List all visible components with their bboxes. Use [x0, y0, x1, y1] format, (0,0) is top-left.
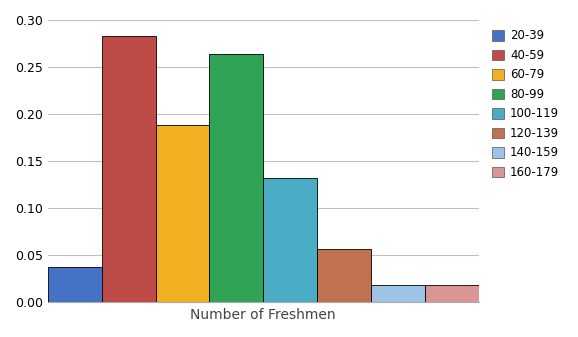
Bar: [48, 267, 102, 302]
Bar: [317, 249, 371, 302]
Bar: [263, 178, 317, 302]
Bar: [155, 124, 209, 302]
Bar: [425, 284, 479, 302]
Bar: [102, 36, 155, 302]
Legend: 20-39, 40-59, 60-79, 80-99, 100-119, 120-139, 140-159, 160-179: 20-39, 40-59, 60-79, 80-99, 100-119, 120…: [489, 26, 563, 182]
Bar: [371, 284, 425, 302]
Bar: [209, 54, 263, 302]
X-axis label: Number of Freshmen: Number of Freshmen: [190, 308, 336, 322]
